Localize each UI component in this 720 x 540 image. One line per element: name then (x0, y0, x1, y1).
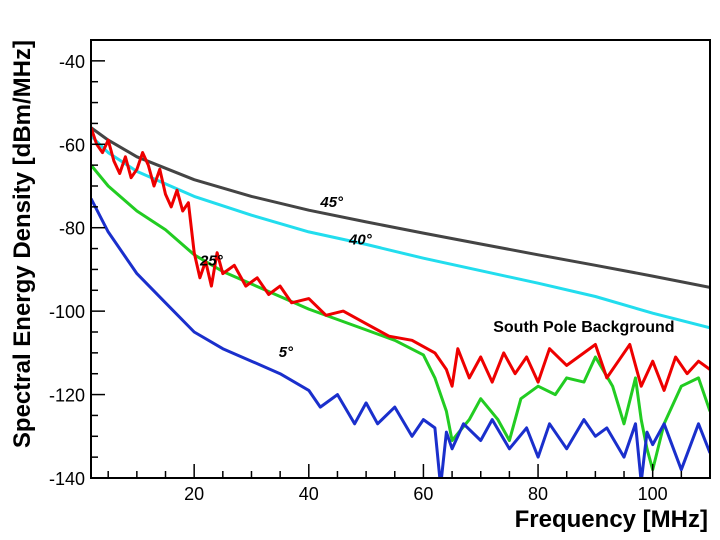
series-layer (91, 126, 710, 478)
annotation-label-2: 25° (199, 252, 224, 269)
y-tick-label: -100 (49, 302, 85, 322)
y-tick-label: -140 (49, 469, 85, 489)
annotation-label-0: 45° (319, 194, 344, 211)
x-tick-label: 100 (638, 484, 668, 504)
annotation-label-4: South Pole Background (493, 319, 674, 336)
series-line-0 (91, 126, 710, 289)
x-tick-label: 80 (528, 484, 548, 504)
x-tick-label: 20 (184, 484, 204, 504)
x-tick-label: 60 (413, 484, 433, 504)
y-axis-title: Spectral Energy Density [dBm/MHz] (9, 40, 36, 448)
series-line-2 (91, 164, 710, 472)
y-tick-label: -80 (59, 219, 85, 239)
y-tick-label: -40 (59, 52, 85, 72)
x-axis-title: Frequency [MHz] (515, 506, 708, 533)
annotation-label-1: 40° (348, 231, 373, 248)
y-tick-label: -60 (59, 135, 85, 155)
series-line-3 (91, 197, 710, 478)
annotation-label-3: 5° (279, 344, 294, 361)
series-line-4 (91, 127, 710, 392)
y-tick-label: -120 (49, 386, 85, 406)
annotation-layer: 45° 40° 25° 5° South Pole Background (199, 194, 675, 361)
plot-frame (90, 39, 711, 479)
x-tick-label: 40 (299, 484, 319, 504)
ticks-layer: 20 40 60 80 100 -140 -120 -100 -80 -60 -40 (49, 39, 711, 504)
